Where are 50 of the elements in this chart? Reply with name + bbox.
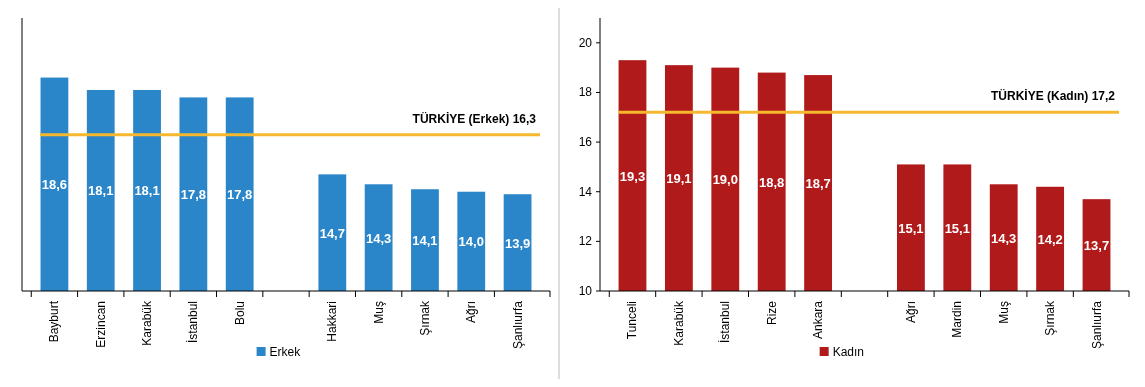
data-label: 18,7 xyxy=(805,176,831,192)
y-tick-label: 10 xyxy=(578,284,593,298)
data-label: 18,1 xyxy=(134,183,160,199)
x-tick-label: Şırnak xyxy=(1043,300,1058,336)
data-label: 13,7 xyxy=(1083,238,1110,254)
data-label: 15,1 xyxy=(898,220,924,236)
data-label: 14,0 xyxy=(458,234,484,250)
x-tick-label: Şanlıurfa xyxy=(510,300,525,350)
y-tick-label: 14 xyxy=(578,184,593,199)
x-tick-label: Mardin xyxy=(950,301,965,338)
ref-line-label: TÜRKİYE (Erkek) 16,3 xyxy=(412,110,537,126)
y-tick-label: 12 xyxy=(578,234,593,249)
x-tick-label: Muş xyxy=(371,301,386,324)
x-tick-label: Erzincan xyxy=(93,301,108,348)
x-tick-label: Bayburt xyxy=(47,300,62,343)
x-tick-label: Ağrı xyxy=(903,301,918,324)
y-tick-label: 18 xyxy=(578,85,593,100)
data-label: 14,3 xyxy=(365,230,392,246)
data-label: 15,1 xyxy=(944,220,970,236)
data-label: 14,2 xyxy=(1037,231,1063,247)
data-label: 13,9 xyxy=(504,235,531,251)
x-tick-label: Muş xyxy=(996,301,1011,324)
data-label: 18,6 xyxy=(41,177,68,193)
x-tick-label: Hakkari xyxy=(325,301,340,342)
legend-label: Kadın xyxy=(832,345,865,359)
y-tick-label: 20 xyxy=(578,35,593,50)
x-tick-label: Ağrı xyxy=(464,301,479,324)
x-tick-label: Ankara xyxy=(811,300,826,340)
x-tick-label: Şırnak xyxy=(417,300,432,336)
y-tick-label: 16 xyxy=(578,135,593,150)
x-tick-label: Karabük xyxy=(140,300,155,346)
data-label: 14,1 xyxy=(412,233,438,249)
ref-line-label: TÜRKİYE (Kadın) 17,2 xyxy=(990,88,1116,104)
x-tick-label: İstanbul xyxy=(718,301,733,344)
x-tick-label: Rize xyxy=(764,300,779,326)
x-tick-label: Karabük xyxy=(671,300,686,346)
data-label: 17,8 xyxy=(180,187,207,203)
x-tick-label: Şanlıurfa xyxy=(1089,300,1104,350)
data-label: 19,0 xyxy=(712,172,738,188)
data-label: 19,3 xyxy=(619,168,646,184)
x-tick-label: İstanbul xyxy=(186,301,201,344)
legend-label: Erkek xyxy=(269,345,302,359)
data-label: 18,1 xyxy=(88,183,114,199)
data-label: 14,3 xyxy=(991,230,1017,246)
x-tick-label: Tunceli xyxy=(625,301,640,340)
data-label: 17,8 xyxy=(227,187,253,203)
data-label: 19,1 xyxy=(666,171,692,187)
x-tick-label: Bolu xyxy=(232,301,247,326)
data-label: 18,8 xyxy=(759,174,785,190)
data-label: 14,7 xyxy=(319,225,345,241)
